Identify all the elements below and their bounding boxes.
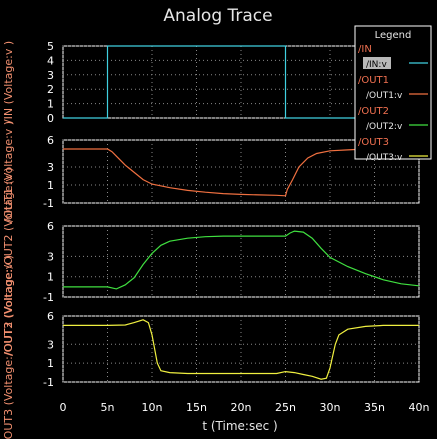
y-axis-label: /OUT1 (Voltage:v ) [2, 121, 15, 222]
chart-title: Analog Trace [163, 6, 272, 26]
legend-signal-label: /IN:v [366, 60, 387, 70]
legend-title: Legend [375, 30, 412, 41]
y-tick-label: -1 [43, 291, 54, 304]
legend-group-label: /OUT3 [358, 137, 389, 148]
y-tick-label: 1 [47, 98, 54, 111]
y-tick-label: 2 [47, 83, 54, 96]
series-line-1-0 [63, 148, 419, 197]
series-line-0-0 [63, 45, 419, 119]
y-tick-label: 3 [47, 338, 54, 351]
y-axis-label: /OUT3 (Voltage:/OUT3 (Voltage:v ) [2, 255, 15, 439]
x-tick-label: 25n [275, 401, 296, 414]
legend-entry[interactable]: /OUT2/OUT2:v [358, 106, 428, 132]
x-tick-label: 20n [231, 401, 252, 414]
x-axis-label: t (Time:sec ) [202, 419, 277, 433]
y-tick-label: 0 [47, 112, 54, 125]
x-tick-label: 15n [186, 401, 207, 414]
y-tick-label: -1 [43, 376, 54, 389]
series-line-3-0 [63, 319, 419, 380]
y-tick-label: 3 [47, 69, 54, 82]
x-tick-label: 35n [364, 401, 385, 414]
y-tick-label: 1 [47, 271, 54, 284]
y-tick-label: 6 [47, 134, 54, 147]
y-tick-label: 3 [47, 250, 54, 263]
x-tick-label: 30n [320, 401, 341, 414]
legend-signal-label: /OUT3:v [366, 153, 403, 163]
legend[interactable]: Legend/IN/IN:v/OUT1/OUT1:v/OUT2/OUT2:v/O… [354, 25, 432, 163]
legend-signal-label: /OUT2:v [366, 122, 403, 132]
legend-signal-label: /OUT1:v [366, 91, 403, 101]
x-tick-label: 0 [60, 401, 67, 414]
legend-entry[interactable]: /IN/IN:v [358, 44, 428, 70]
y-axis-label: /OUT2 (Voltage:/OUT2 (Voltage:v ) [2, 167, 15, 355]
legend-box [354, 25, 432, 160]
y-tick-label: 6 [47, 220, 54, 233]
y-tick-label: -1 [43, 197, 54, 210]
panel-2: 6 3 1 -1/OUT2 (Voltage:/OUT2 (Voltage:v ) [2, 167, 420, 356]
legend-selection-highlight [363, 57, 391, 69]
panel-1: 6 3 1 -1/OUT1 (Voltage:v ) [2, 121, 420, 222]
y-tick-label: 5 [47, 40, 54, 53]
y-tick-label: 3 [47, 161, 54, 174]
x-tick-label: 5n [101, 401, 115, 414]
y-axis-label: /IN (Voltage:v ) [2, 41, 15, 123]
x-tick-label: 10n [142, 401, 163, 414]
y-tick-label: 6 [47, 310, 54, 323]
series-line-2-0 [63, 230, 420, 290]
y-tick-label: 4 [47, 54, 54, 67]
legend-group-label: /OUT2 [358, 106, 389, 117]
x-tick-labels: 0 5n 10n 15n 20n 25n 30n 35n 40n [60, 401, 430, 414]
y-tick-label: 1 [47, 179, 54, 192]
x-tick-label: 40n [409, 401, 430, 414]
legend-group-label: /IN [358, 44, 372, 55]
y-tick-label: 1 [47, 357, 54, 370]
panel-3: 6 3 1 -1/OUT3 (Voltage:/OUT3 (Voltage:v ) [2, 255, 420, 439]
legend-entry[interactable]: /OUT1/OUT1:v [358, 75, 428, 101]
legend-group-label: /OUT1 [358, 75, 389, 86]
legend-entry[interactable]: /OUT3/OUT3:v [358, 137, 428, 163]
